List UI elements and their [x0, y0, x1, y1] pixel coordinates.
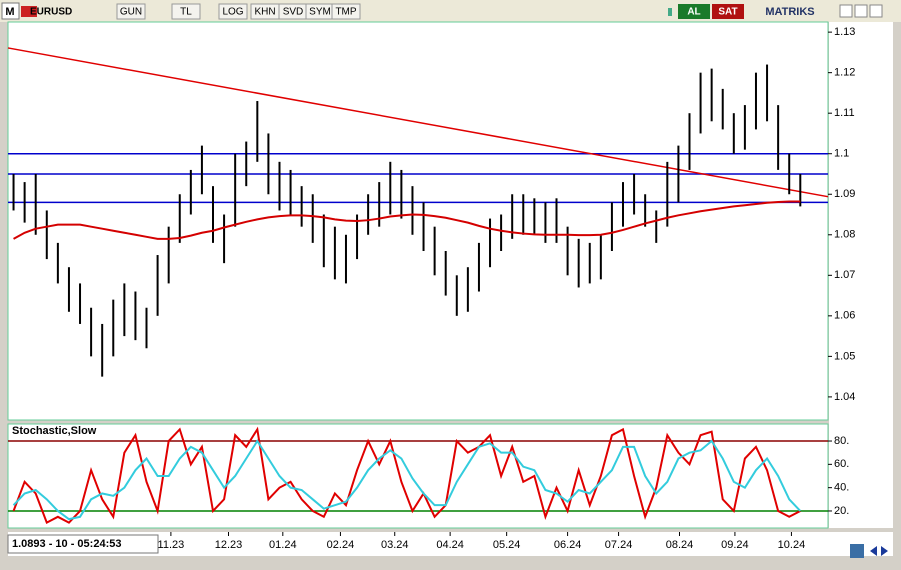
x-tick-label: 12.23 [215, 539, 243, 551]
status: 1.0893 - 10 - 05:24:53 [12, 538, 121, 550]
refresh-button[interactable] [850, 544, 864, 558]
toolbar-button-label[interactable]: TMP [335, 7, 356, 18]
x-tick-label: 11.23 [158, 539, 185, 551]
toolbar-button[interactable] [331, 3, 361, 20]
price-panel [7, 21, 829, 421]
maximize-button[interactable] [854, 4, 868, 18]
value-axis [829, 22, 893, 528]
brand: MATRIKS [765, 6, 814, 18]
y-tick-label: 1.13 [834, 26, 855, 38]
toolbar-button[interactable] [171, 3, 201, 20]
flag-icon [21, 6, 37, 17]
x-tick-label: 03.24 [381, 539, 409, 551]
symbol[interactable]: EURUSD [30, 7, 72, 18]
trend-line [7, 47, 829, 198]
y-tick-label: 1.06 [834, 310, 855, 322]
icon [668, 8, 672, 16]
minimize-button[interactable] [839, 4, 853, 18]
toolbar-button-label[interactable]: KHN [254, 7, 275, 18]
x-tick-label: 06.24 [554, 539, 582, 551]
toolbar-button[interactable] [116, 3, 146, 20]
x-tick-label: 04.24 [436, 539, 464, 551]
stochastic-line [12, 426, 801, 525]
buy-button[interactable] [678, 4, 710, 19]
x-tick-label: 10.24 [778, 539, 806, 551]
x-tick-label: 01.24 [269, 539, 297, 551]
logo-box [1, 2, 20, 20]
y-tick-label: 1.1 [834, 148, 849, 160]
y-tick-label: 40. [834, 482, 849, 494]
y-tick-label: 1.08 [834, 229, 855, 241]
y-tick-label: 1.11 [834, 107, 855, 119]
sell-label[interactable]: SAT [718, 7, 737, 18]
toolbar-button-label[interactable]: TL [180, 7, 192, 18]
x-tick-label: 08.24 [666, 539, 694, 551]
x-tick-label: 02.24 [327, 539, 355, 551]
stochastic-line [12, 439, 802, 521]
sell-button[interactable] [712, 4, 744, 19]
scroll-arrows[interactable] [870, 546, 888, 556]
y-tick-label: 1.07 [834, 269, 855, 281]
toolbar-button-label[interactable]: SVD [283, 7, 304, 18]
close-button[interactable] [869, 4, 883, 18]
x-tick-label: 09.24 [721, 539, 749, 551]
x-tick-label: 07.24 [605, 539, 633, 551]
y-tick-label: 1.09 [834, 188, 855, 200]
toolbar-button-label[interactable]: LOG [222, 7, 243, 18]
y-tick-label: 1.04 [834, 391, 855, 403]
toolbar-button-label[interactable]: GUN [120, 7, 142, 18]
toolbar-button-label[interactable]: SYM [309, 7, 331, 18]
moving-average [13, 200, 801, 240]
y-tick-label: 1.12 [834, 67, 855, 79]
y-tick-label: 1.05 [834, 350, 855, 362]
indicator-title: Stochastic,Slow [12, 425, 97, 437]
toolbar-button[interactable] [218, 3, 248, 20]
y-tick-label: 60. [834, 458, 849, 470]
logo: M [5, 6, 14, 18]
status-box [7, 534, 159, 554]
y-tick-label: 80. [834, 435, 849, 447]
y-tick-label: 20. [834, 505, 849, 517]
buy-label[interactable]: AL [687, 7, 700, 18]
x-tick-label: 05.24 [493, 539, 521, 551]
